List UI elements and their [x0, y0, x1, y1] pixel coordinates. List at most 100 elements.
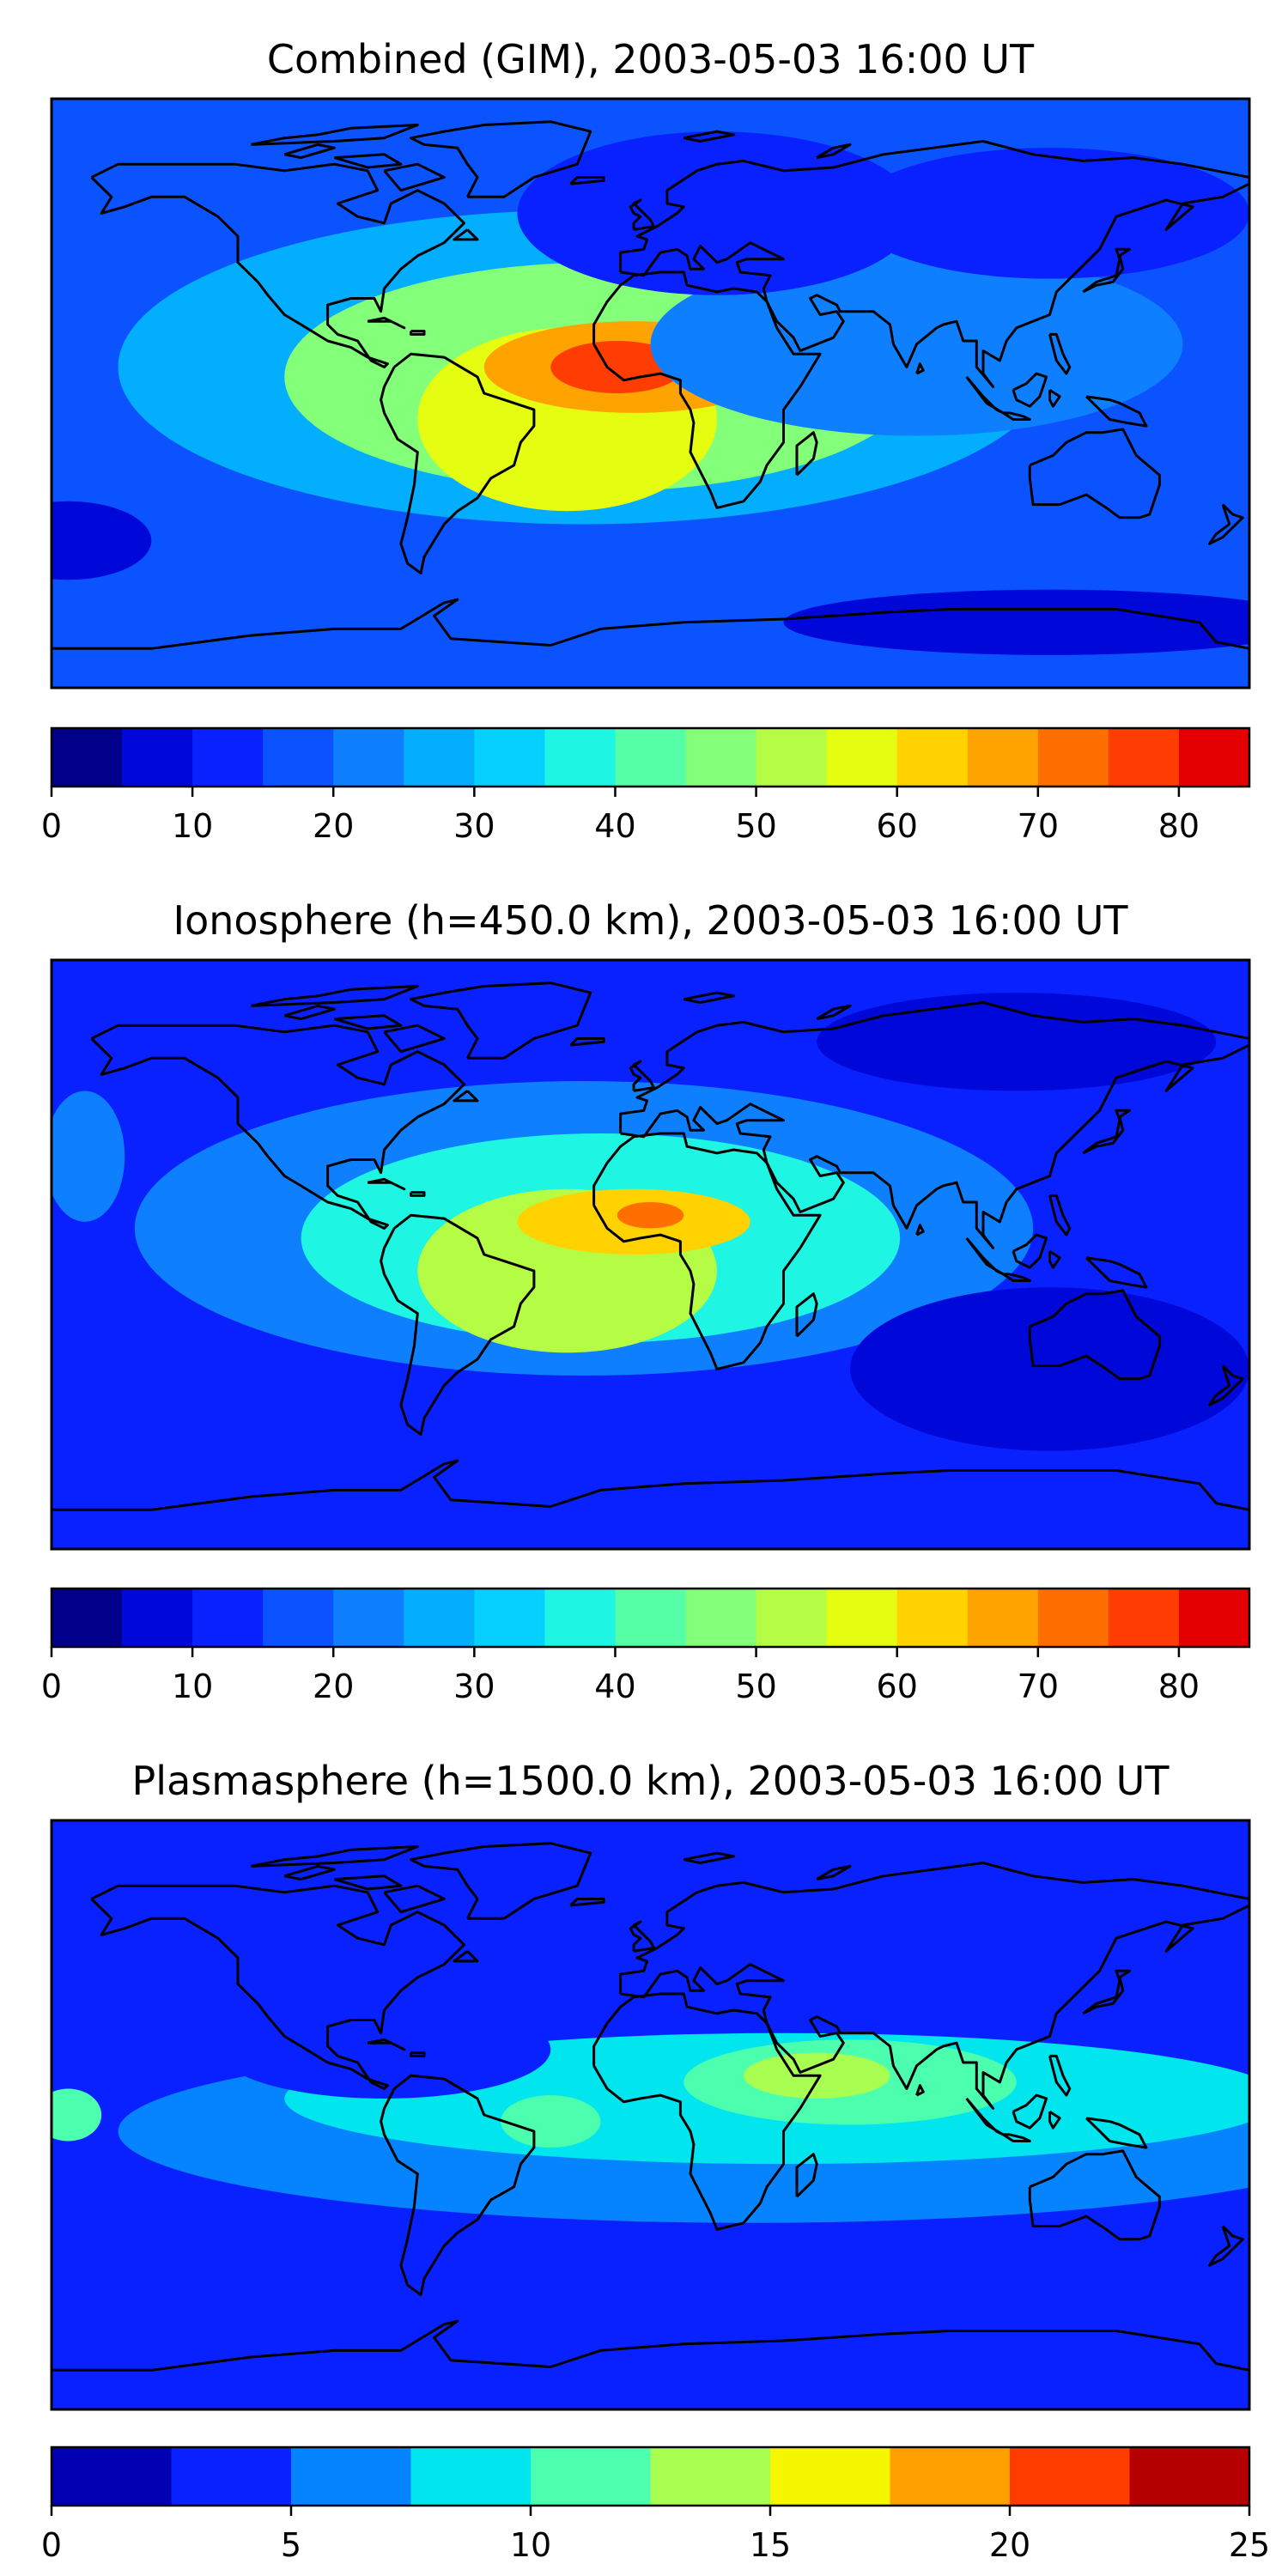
coastline	[283, 1004, 336, 1021]
contour-region	[52, 501, 152, 580]
colorbar-frame	[50, 1587, 1251, 1649]
colorbar-tick-label: 25	[1229, 2526, 1270, 2564]
colorbar-segment	[122, 1589, 193, 1647]
coastline	[90, 1024, 465, 1230]
colorbar-segment	[826, 1589, 898, 1647]
coastline	[333, 153, 403, 169]
contour-region	[617, 1202, 684, 1229]
coastline	[1048, 388, 1061, 408]
coastline	[251, 985, 419, 1007]
colorbar-segment	[474, 728, 546, 787]
coastline	[1048, 1249, 1061, 1269]
coastline	[1048, 2054, 1072, 2097]
contour-region	[217, 2000, 551, 2099]
coastline	[380, 1213, 536, 1437]
colorbar-tick-label: 0	[41, 2526, 62, 2564]
coastline	[1208, 2225, 1244, 2267]
colorbar-segment	[333, 728, 404, 787]
colorbar-tick-label: 10	[172, 1668, 213, 1705]
contour-region	[501, 2095, 601, 2148]
colorbar-tick-label: 70	[1018, 807, 1059, 845]
colorbar-segment	[756, 728, 828, 787]
colorbar-tick-label: 70	[1018, 1668, 1059, 1705]
colorbar-segment	[474, 1589, 546, 1647]
colorbar-segment	[896, 1589, 969, 1647]
colorbar-segment	[890, 2447, 1011, 2506]
coastline	[619, 1001, 1249, 1249]
colorbar-tick-label: 15	[750, 2526, 791, 2564]
colorbar-segment	[756, 1589, 828, 1647]
coastline	[1048, 332, 1072, 375]
panel-combined: Combined (GIM), 2003-05-03 16:00 UT 0 10 20…	[41, 36, 1251, 845]
coastline	[1001, 1273, 1031, 1282]
colorbar-segment	[192, 1589, 264, 1647]
coastline	[592, 1992, 822, 2231]
colorbar-tick-label: 30	[453, 1668, 495, 1705]
colorbar-tick-label: 20	[989, 2526, 1030, 2564]
colorbar-segment	[1037, 1589, 1109, 1647]
colorbar-segment	[615, 1589, 687, 1647]
coastline	[683, 130, 735, 143]
colorbar-tick-label: 60	[877, 1668, 918, 1705]
colorbar-tick-label: 50	[735, 807, 776, 845]
coastline	[965, 1236, 1005, 1276]
coastline	[1028, 2149, 1161, 2241]
coastline	[1048, 1194, 1072, 1236]
coastline	[915, 1224, 925, 1236]
colorbar-segment	[291, 2447, 412, 2506]
colorbar-segment	[967, 1589, 1039, 1647]
colorbar-segment	[171, 2447, 292, 2506]
colorbar-segment	[1108, 728, 1180, 787]
map-area	[52, 1820, 1249, 2409]
coastline	[1085, 395, 1148, 428]
coastline	[52, 2319, 1249, 2372]
colorbar-segment	[404, 728, 475, 787]
coastline	[410, 330, 426, 336]
coastline	[453, 1950, 479, 1963]
coastline	[569, 176, 605, 185]
coastline	[619, 1862, 1249, 2110]
coastline	[1028, 1289, 1161, 1381]
colorbar-segment	[1178, 1589, 1250, 1647]
coastline	[1048, 2110, 1061, 2129]
coastline	[410, 1191, 426, 1197]
colorbar-segment	[544, 728, 617, 787]
colorbar-tick-label: 20	[313, 807, 354, 845]
colorbar-tick-label: 40	[594, 1668, 635, 1705]
colorbar: 0 10 20 30 40 50 60 70 80	[41, 1587, 1251, 1705]
coastline	[333, 1014, 403, 1030]
coastline	[367, 316, 406, 330]
coastline	[569, 1037, 605, 1047]
colorbar-segment	[544, 1589, 617, 1647]
coastline	[453, 228, 479, 241]
coastline	[1001, 2133, 1031, 2142]
map-area	[52, 99, 1249, 688]
colorbar: 0 5 10 15 20 25	[41, 2445, 1270, 2564]
coastline	[380, 2074, 536, 2297]
coastline	[1082, 1109, 1131, 1155]
colorbar-tick-label: 0	[41, 807, 62, 845]
coastline	[1085, 2117, 1148, 2149]
colorbar-tick-label: 80	[1158, 1668, 1200, 1705]
colorbar-segment	[404, 1589, 475, 1647]
colorbar-tick-label: 50	[735, 1668, 776, 1705]
coastline	[1012, 1233, 1048, 1269]
colorbar-tick-label: 0	[41, 1668, 62, 1705]
colorbar-segment	[1037, 728, 1109, 787]
contour-region	[52, 1091, 125, 1222]
coastline	[592, 270, 822, 509]
panel-title: Ionosphere (h=450.0 km), 2003-05-03 16:0…	[173, 897, 1129, 944]
coastline	[1208, 503, 1244, 545]
coastline	[410, 2051, 426, 2057]
contour-region	[850, 148, 1249, 279]
colorbar-segment	[1178, 728, 1250, 787]
coastline	[795, 1292, 818, 1338]
colorbar-segment	[1108, 1589, 1180, 1647]
contour-region	[817, 993, 1217, 1091]
coastline	[283, 143, 336, 160]
contour-region	[52, 2088, 102, 2142]
map-frame	[50, 97, 1251, 690]
colorbar-segment	[615, 728, 687, 787]
coastline	[1028, 428, 1161, 519]
coastline	[1208, 1364, 1244, 1406]
